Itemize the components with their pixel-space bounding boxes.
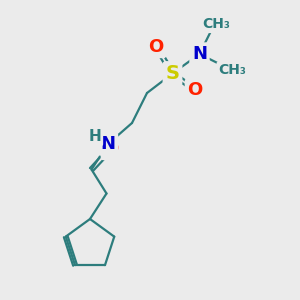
Text: S: S xyxy=(166,64,179,83)
Text: O: O xyxy=(148,38,164,56)
Text: CH₃: CH₃ xyxy=(202,17,230,31)
Text: H: H xyxy=(88,129,101,144)
Text: O: O xyxy=(188,81,202,99)
Text: N: N xyxy=(100,135,116,153)
Text: N: N xyxy=(192,45,207,63)
Text: O: O xyxy=(103,140,118,158)
Text: CH₃: CH₃ xyxy=(219,64,246,77)
